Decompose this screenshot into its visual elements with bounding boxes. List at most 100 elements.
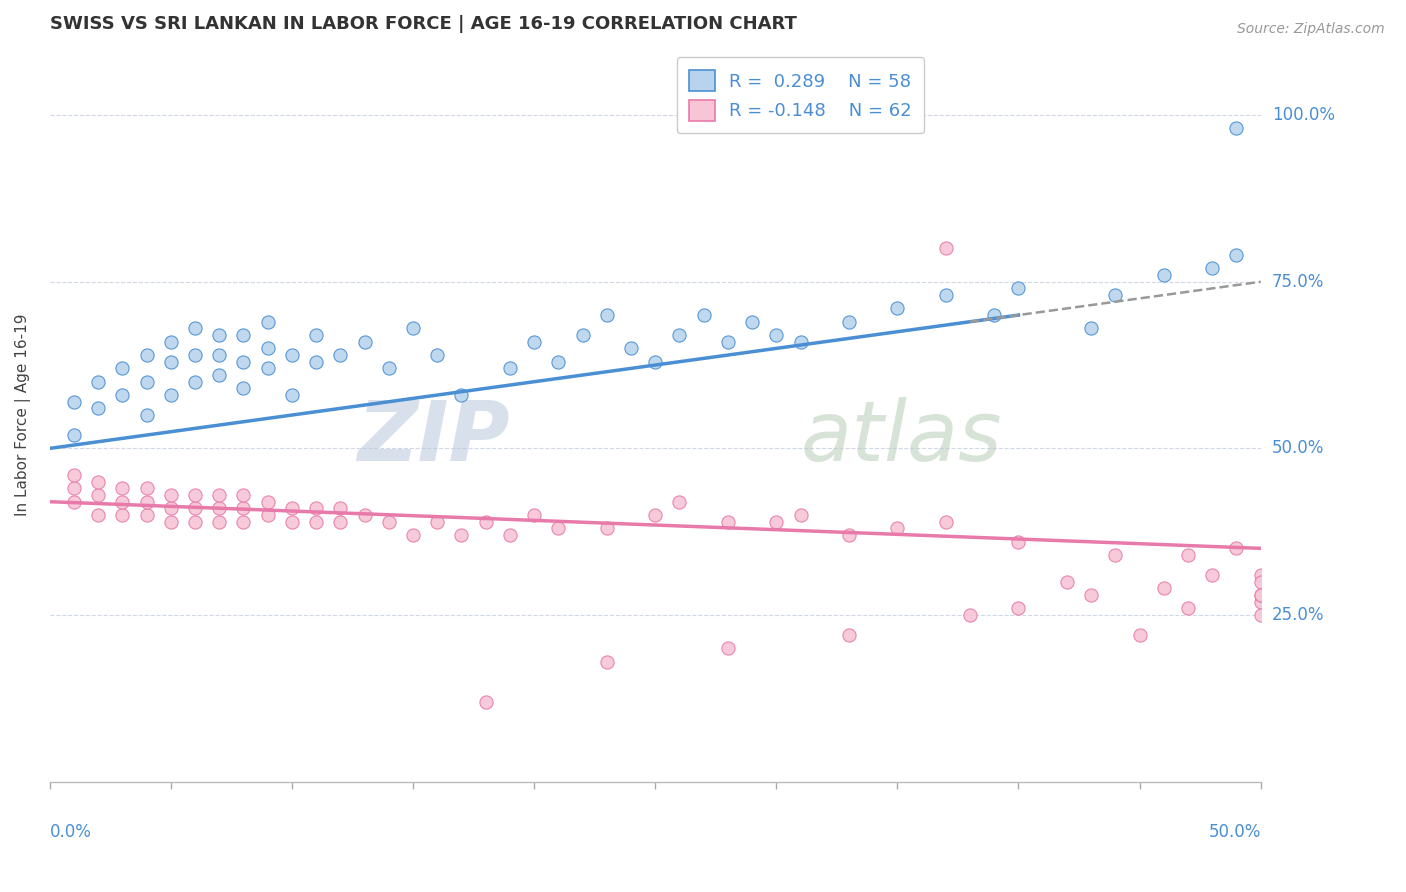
Point — [232, 488, 254, 502]
Point — [184, 375, 207, 389]
Point — [63, 428, 86, 442]
Point — [596, 521, 619, 535]
Point — [886, 521, 908, 535]
Point — [547, 521, 569, 535]
Point — [135, 348, 157, 362]
Point — [232, 381, 254, 395]
Point — [620, 342, 643, 356]
Point — [1007, 534, 1029, 549]
Point — [63, 468, 86, 483]
Point — [208, 368, 231, 382]
Point — [838, 528, 860, 542]
Text: ZIP: ZIP — [357, 397, 510, 477]
Point — [717, 334, 740, 349]
Point — [1080, 588, 1102, 602]
Point — [1250, 595, 1272, 609]
Point — [63, 394, 86, 409]
Point — [789, 334, 811, 349]
Point — [668, 494, 690, 508]
Text: 75.0%: 75.0% — [1272, 273, 1324, 291]
Point — [1128, 628, 1150, 642]
Point — [87, 488, 110, 502]
Point — [184, 515, 207, 529]
Point — [959, 607, 981, 622]
Point — [160, 334, 183, 349]
Point — [160, 488, 183, 502]
Point — [184, 501, 207, 516]
Point — [1225, 248, 1247, 262]
Point — [87, 375, 110, 389]
Point — [1104, 548, 1126, 562]
Point — [329, 348, 352, 362]
Point — [741, 315, 763, 329]
Point — [450, 528, 472, 542]
Point — [886, 301, 908, 316]
Text: 50.0%: 50.0% — [1208, 823, 1261, 841]
Point — [474, 515, 496, 529]
Point — [1007, 601, 1029, 615]
Point — [87, 401, 110, 416]
Point — [1250, 607, 1272, 622]
Point — [1056, 574, 1078, 589]
Point — [87, 475, 110, 489]
Point — [305, 328, 328, 343]
Point — [208, 515, 231, 529]
Point — [160, 515, 183, 529]
Point — [256, 508, 278, 522]
Point — [717, 515, 740, 529]
Point — [208, 348, 231, 362]
Point — [644, 355, 666, 369]
Point — [87, 508, 110, 522]
Point — [305, 515, 328, 529]
Point — [692, 308, 714, 322]
Point — [717, 641, 740, 656]
Point — [402, 321, 425, 335]
Point — [935, 241, 957, 255]
Point — [160, 355, 183, 369]
Point — [838, 628, 860, 642]
Point — [983, 308, 1005, 322]
Point — [596, 655, 619, 669]
Point — [329, 515, 352, 529]
Point — [111, 494, 134, 508]
Point — [208, 488, 231, 502]
Text: 50.0%: 50.0% — [1272, 440, 1324, 458]
Point — [935, 515, 957, 529]
Point — [111, 361, 134, 376]
Point — [450, 388, 472, 402]
Point — [135, 375, 157, 389]
Point — [935, 288, 957, 302]
Point — [135, 494, 157, 508]
Point — [63, 481, 86, 495]
Point — [474, 695, 496, 709]
Point — [281, 348, 304, 362]
Point — [1250, 574, 1272, 589]
Point — [1250, 588, 1272, 602]
Point — [232, 328, 254, 343]
Point — [160, 501, 183, 516]
Point — [329, 501, 352, 516]
Point — [305, 501, 328, 516]
Point — [499, 361, 522, 376]
Text: 25.0%: 25.0% — [1272, 606, 1324, 624]
Point — [1201, 261, 1223, 276]
Point — [353, 334, 375, 349]
Point — [256, 315, 278, 329]
Legend: R =  0.289    N = 58, R = -0.148    N = 62: R = 0.289 N = 58, R = -0.148 N = 62 — [676, 57, 924, 134]
Point — [499, 528, 522, 542]
Point — [63, 494, 86, 508]
Point — [765, 328, 787, 343]
Point — [305, 355, 328, 369]
Point — [547, 355, 569, 369]
Point — [1104, 288, 1126, 302]
Point — [838, 315, 860, 329]
Point — [256, 342, 278, 356]
Point — [426, 348, 449, 362]
Point — [208, 501, 231, 516]
Point — [256, 494, 278, 508]
Point — [1177, 548, 1199, 562]
Point — [135, 408, 157, 422]
Point — [281, 388, 304, 402]
Point — [184, 488, 207, 502]
Text: SWISS VS SRI LANKAN IN LABOR FORCE | AGE 16-19 CORRELATION CHART: SWISS VS SRI LANKAN IN LABOR FORCE | AGE… — [49, 15, 797, 33]
